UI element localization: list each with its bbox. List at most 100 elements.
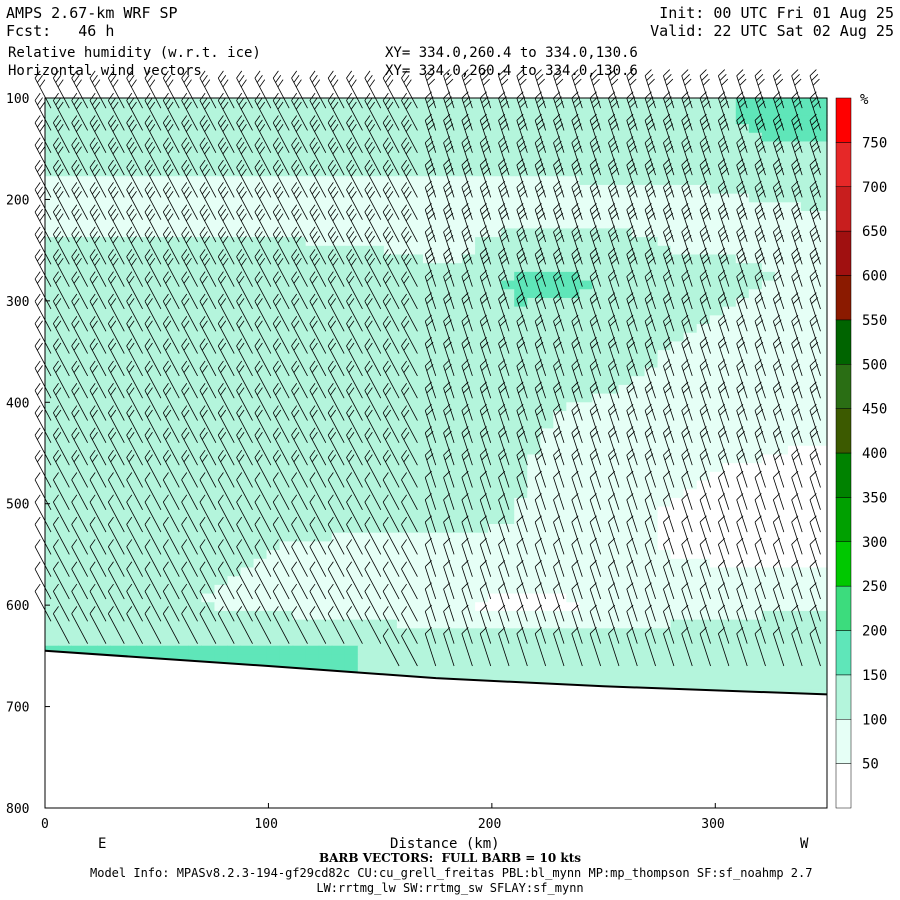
rh-cell: [553, 410, 567, 421]
rh-cell: [644, 567, 659, 577]
rh-cell: [683, 384, 698, 395]
rh-cell: [540, 663, 554, 673]
rh-cell: [240, 350, 255, 360]
rh-cell: [631, 158, 646, 169]
rh-cell: [527, 297, 541, 308]
rh-cell: [800, 454, 815, 464]
rh-cell: [71, 367, 85, 377]
rh-cell: [735, 176, 750, 186]
rh-cell: [97, 550, 111, 560]
rh-cell: [813, 263, 828, 273]
rh-cell: [501, 219, 515, 230]
rh-cell: [449, 619, 463, 629]
wind-barb: [144, 383, 162, 421]
wind-barb: [236, 583, 253, 622]
wind-barb: [382, 137, 400, 176]
rh-cell: [396, 602, 411, 612]
rh-cell: [735, 515, 750, 525]
rh-cell: [214, 228, 229, 238]
rh-cell: [670, 228, 685, 238]
rh-cell: [618, 358, 633, 369]
rh-cell: [735, 550, 750, 560]
rh-cell: [58, 480, 72, 490]
rh-cell: [501, 315, 515, 325]
rh-cell: [357, 297, 372, 308]
rh-cell: [709, 193, 724, 203]
rh-cell: [709, 263, 724, 273]
rh-cell: [787, 645, 802, 656]
rh-cell: [657, 558, 672, 569]
rh-cell: [787, 402, 802, 412]
rh-cell: [318, 280, 333, 290]
rh-cell: [370, 228, 385, 238]
rh-cell: [475, 671, 489, 682]
rh-cell: [436, 637, 450, 647]
rh-cell: [84, 158, 98, 169]
rh-cell: [722, 463, 737, 473]
rh-cell: [813, 124, 828, 134]
rh-cell: [670, 132, 685, 143]
rh-cell: [540, 115, 554, 125]
rh-cell: [136, 237, 150, 247]
rh-cell: [540, 341, 554, 351]
rh-cell: [566, 419, 580, 429]
rh-cell: [123, 550, 137, 560]
rh-cell: [566, 428, 580, 438]
wind-barb: [236, 92, 253, 131]
rh-cell: [722, 663, 737, 673]
rh-cell: [292, 228, 307, 238]
rh-cell: [201, 219, 216, 230]
rh-cell: [527, 141, 541, 151]
rh-cell: [305, 176, 320, 186]
rh-cell: [683, 376, 698, 386]
rh-cell: [123, 454, 137, 464]
rh-cell: [566, 219, 580, 230]
wind-barb: [553, 292, 565, 332]
rh-cell: [813, 211, 828, 221]
wind-barb: [53, 338, 70, 377]
rh-cell: [462, 202, 476, 212]
rh-cell: [292, 593, 307, 603]
rh-cell: [761, 324, 776, 334]
rh-cell: [514, 332, 528, 343]
rh-cell: [227, 358, 242, 369]
rh-cell: [800, 489, 815, 499]
rh-cell: [800, 384, 815, 395]
rh-cell: [227, 550, 242, 560]
rh-cell: [71, 141, 85, 151]
rh-cell: [331, 654, 346, 664]
rh-cell: [670, 341, 685, 351]
wind-barb: [126, 405, 143, 444]
rh-cell: [540, 202, 554, 212]
rh-cell: [449, 158, 463, 169]
rh-cell: [631, 610, 646, 621]
rh-cell: [644, 637, 659, 647]
wind-barb: [162, 539, 180, 577]
rh-cell: [683, 584, 698, 595]
wind-barb: [571, 136, 583, 176]
rh-cell: [553, 367, 567, 377]
rh-cell: [553, 437, 567, 447]
rh-cell: [266, 454, 281, 464]
rh-cell: [422, 141, 437, 151]
rh-cell: [566, 367, 580, 377]
rh-cell: [214, 428, 229, 438]
rh-cell: [709, 219, 724, 230]
wind-barb: [346, 204, 363, 243]
wind-barb: [291, 293, 308, 332]
rh-cell: [318, 619, 333, 629]
rh-cell: [540, 567, 554, 577]
wind-barb: [589, 515, 602, 555]
wind-barb: [571, 113, 583, 153]
rh-cell: [110, 150, 124, 160]
rh-cell: [436, 437, 450, 447]
rh-cell: [696, 628, 711, 638]
rh-cell: [357, 489, 372, 499]
rh-cell: [631, 393, 646, 403]
rh-cell: [592, 193, 607, 203]
rh-cell: [396, 497, 411, 508]
wind-barb: [144, 316, 162, 354]
rh-cell: [761, 671, 776, 682]
rh-cell: [800, 619, 815, 629]
rh-cell: [422, 645, 437, 656]
